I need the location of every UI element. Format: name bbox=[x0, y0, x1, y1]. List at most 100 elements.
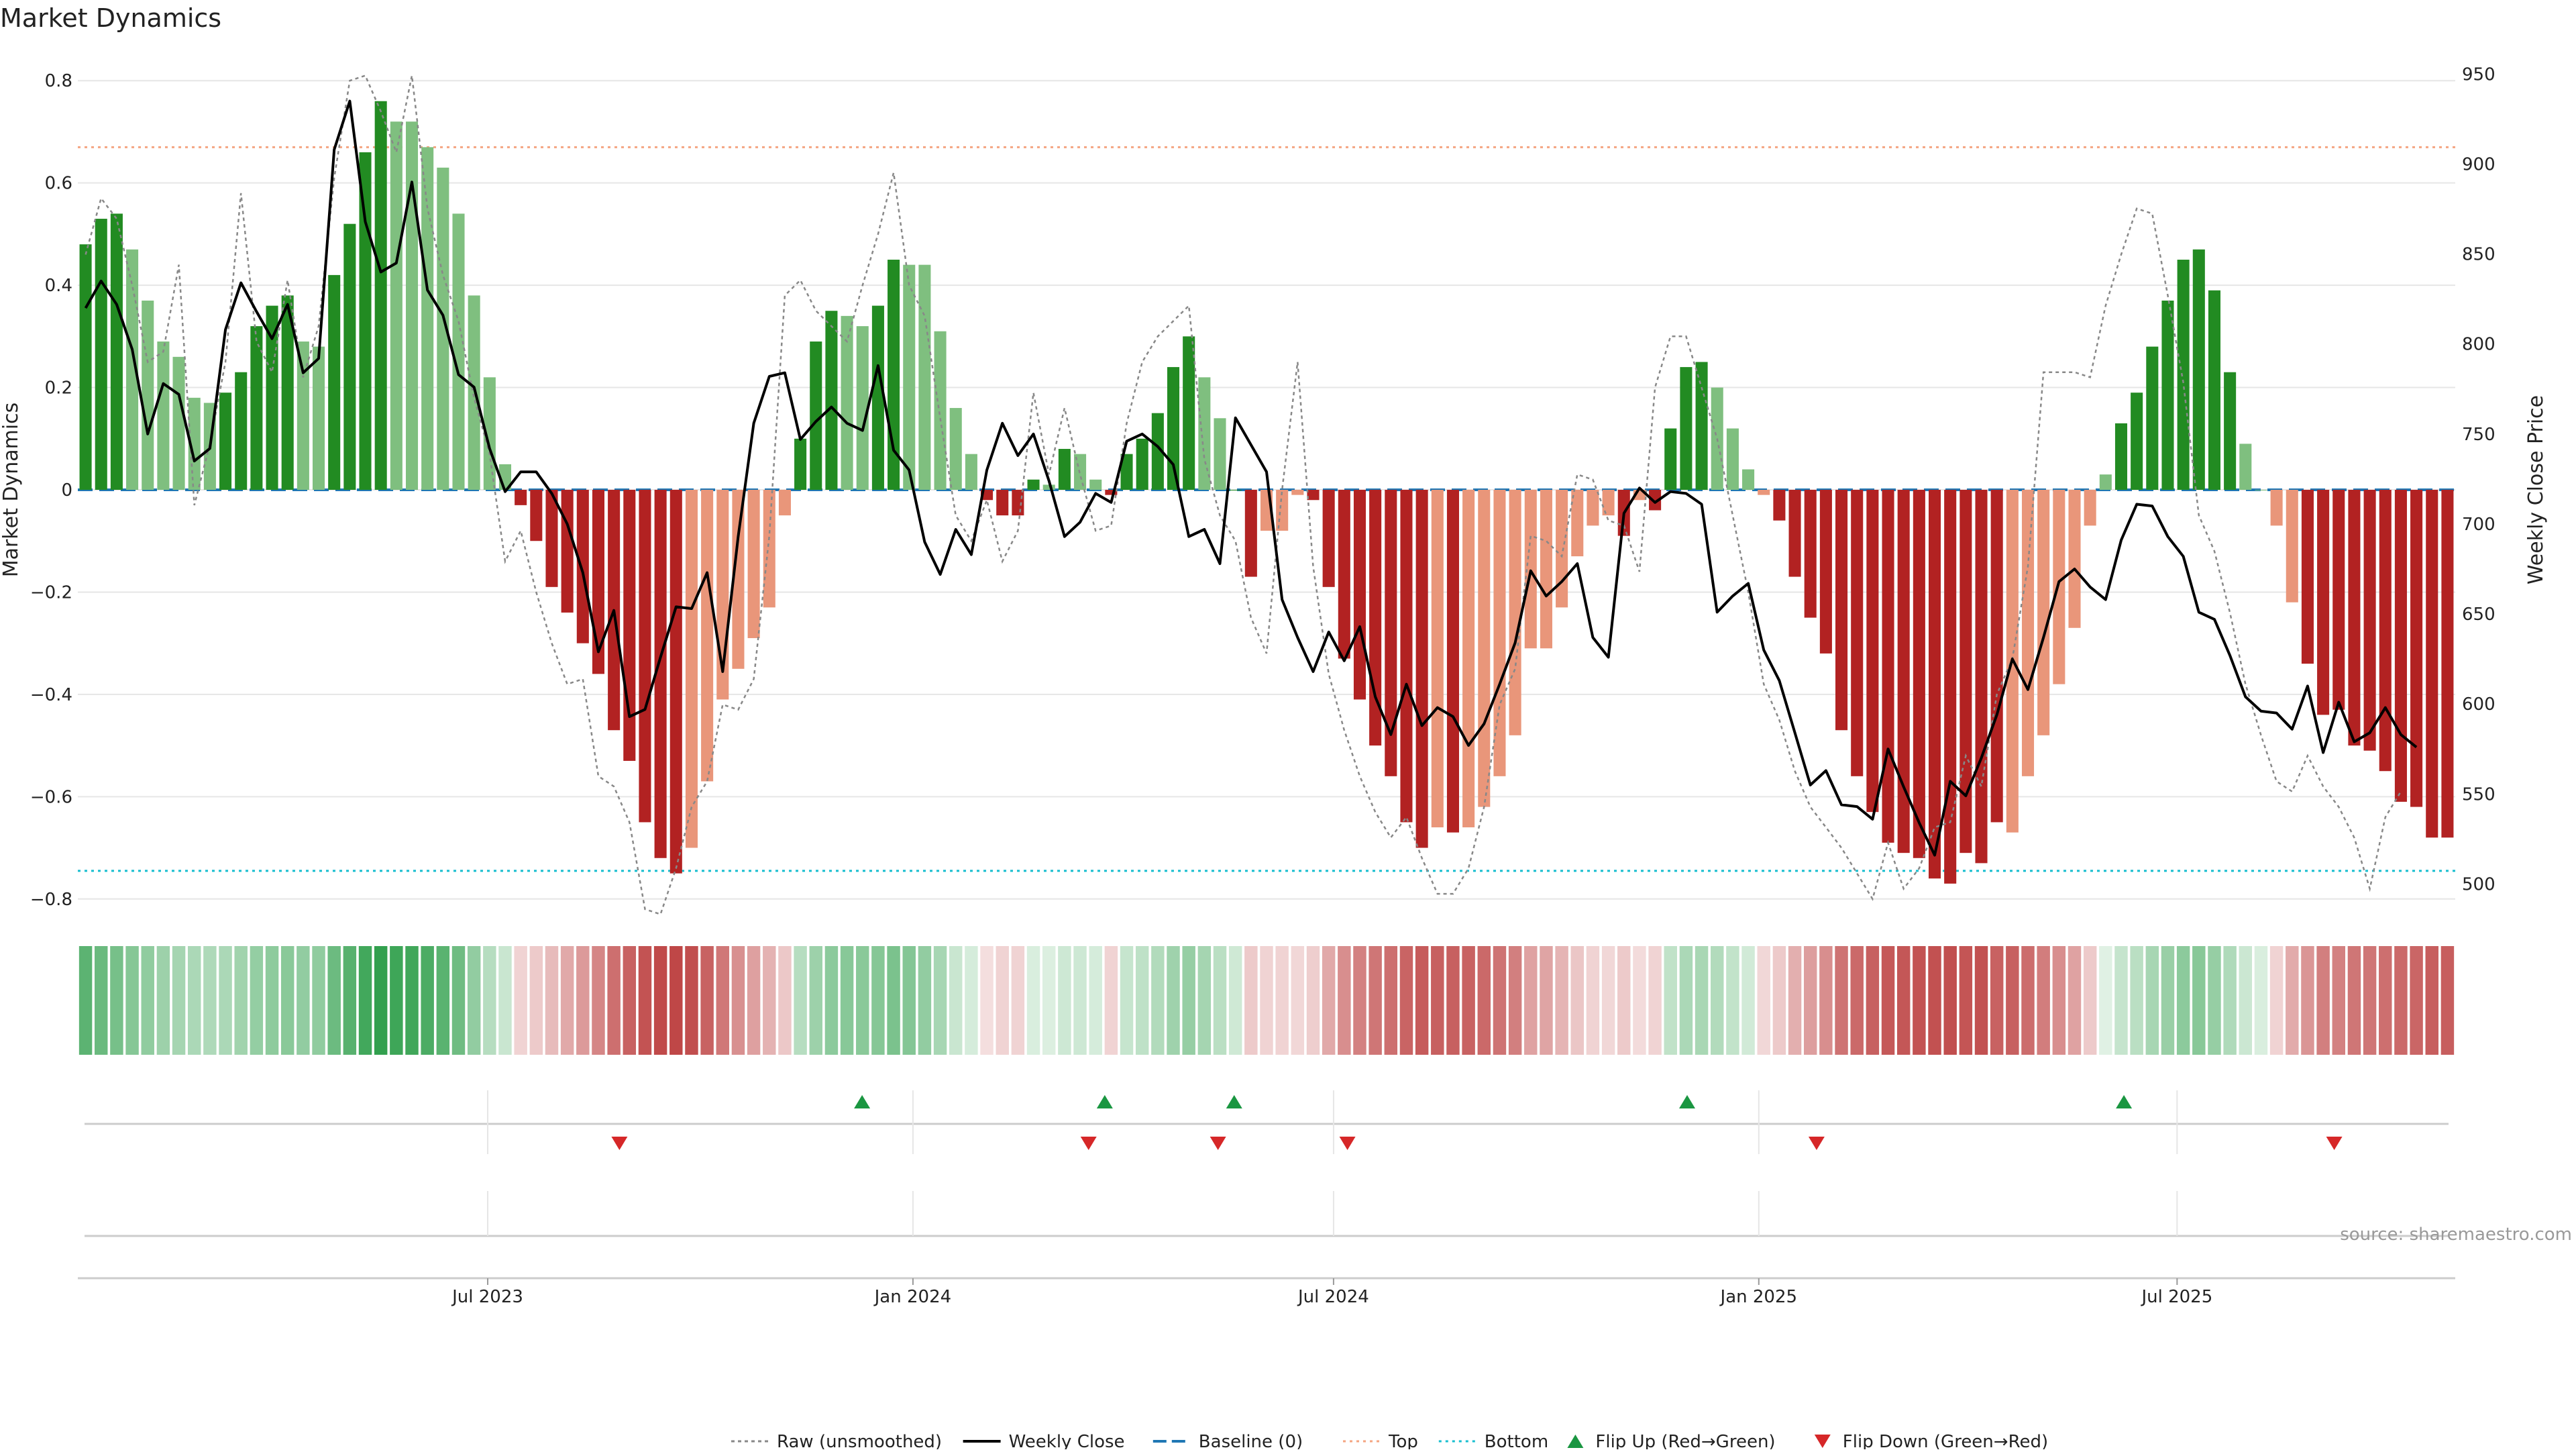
flip-up-marker bbox=[1226, 1095, 1242, 1108]
ribbon-cell bbox=[1493, 946, 1507, 1055]
ribbon-cell bbox=[1974, 946, 1988, 1055]
ribbon-cell bbox=[280, 946, 294, 1055]
dynamics-bar bbox=[965, 454, 977, 490]
ribbon-cell bbox=[498, 946, 512, 1055]
dynamics-bar bbox=[2301, 490, 2314, 664]
dynamics-bar bbox=[2441, 490, 2454, 838]
flip-down-marker bbox=[1080, 1137, 1097, 1150]
dynamics-bar bbox=[530, 490, 543, 541]
dynamics-bar bbox=[1012, 490, 1024, 516]
ribbon-cell bbox=[1819, 946, 1833, 1055]
ribbon-cell bbox=[1913, 946, 1926, 1055]
ribbon-cell bbox=[1462, 946, 1475, 1055]
ribbon-cell bbox=[312, 946, 325, 1055]
ribbon-cell bbox=[265, 946, 279, 1055]
dynamics-bar bbox=[1540, 490, 1552, 649]
ribbon-cell bbox=[902, 946, 916, 1055]
ribbon-cell bbox=[607, 946, 621, 1055]
dynamics-bar bbox=[2021, 490, 2035, 776]
ribbon-cell bbox=[2161, 946, 2175, 1055]
dynamics-bar bbox=[1788, 490, 1801, 577]
ribbon-cell bbox=[2410, 946, 2423, 1055]
ribbon-cell bbox=[2316, 946, 2330, 1055]
ribbon-cell bbox=[1803, 946, 1817, 1055]
dynamics-bar bbox=[747, 490, 760, 639]
ribbon-cell bbox=[2332, 946, 2346, 1055]
ribbon-cell bbox=[2145, 946, 2159, 1055]
dynamics-bar bbox=[343, 223, 356, 490]
legend-swatch-flip-down bbox=[1814, 1435, 1831, 1448]
ribbon-cell bbox=[1648, 946, 1662, 1055]
dynamics-bar bbox=[1556, 490, 1568, 608]
flip-down-marker bbox=[611, 1137, 628, 1150]
dynamics-bar bbox=[949, 408, 962, 490]
dynamics-bar bbox=[1089, 479, 1102, 490]
y-left-tick-label: −0.8 bbox=[30, 890, 72, 910]
dynamics-bar bbox=[1835, 490, 1848, 731]
y-left-tick-label: 0.8 bbox=[45, 71, 72, 91]
ribbon-cell bbox=[1151, 946, 1165, 1055]
ribbon-cell bbox=[2254, 946, 2268, 1055]
dynamics-bar bbox=[2363, 490, 2376, 751]
ribbon-cell bbox=[1384, 946, 1398, 1055]
dynamics-bar bbox=[2068, 490, 2081, 628]
dynamics-bar bbox=[2410, 490, 2423, 807]
ribbon-cell bbox=[2068, 946, 2082, 1055]
dynamics-bar bbox=[2379, 490, 2392, 772]
dynamics-bar bbox=[841, 315, 853, 490]
ribbon-cell bbox=[1726, 946, 1739, 1055]
dynamics-bar bbox=[1338, 490, 1350, 659]
ribbon-cell bbox=[1431, 946, 1444, 1055]
ribbon-cell bbox=[1928, 946, 1941, 1055]
y-right-tick-label: 500 bbox=[2462, 874, 2496, 894]
ribbon-cell bbox=[1508, 946, 1522, 1055]
dynamics-bar bbox=[2348, 490, 2361, 746]
dynamics-bar bbox=[2053, 490, 2065, 684]
ribbon-cell bbox=[358, 946, 372, 1055]
ribbon-cell bbox=[1338, 946, 1351, 1055]
ribbon-cell bbox=[1306, 946, 1320, 1055]
dynamics-bar bbox=[2426, 490, 2438, 838]
ribbon-cell bbox=[514, 946, 527, 1055]
dynamics-bar bbox=[1680, 367, 1693, 490]
dynamics-bar bbox=[654, 490, 667, 858]
ribbon-cell bbox=[1617, 946, 1631, 1055]
ribbon-cell bbox=[1446, 946, 1460, 1055]
ribbon-cell bbox=[1182, 946, 1195, 1055]
ribbon-cell bbox=[1679, 946, 1693, 1055]
ribbon-cell bbox=[2130, 946, 2143, 1055]
dynamics-bar bbox=[1042, 484, 1055, 490]
dynamics-bar bbox=[1944, 490, 1957, 884]
ribbon-cell bbox=[2286, 946, 2299, 1055]
dynamics-bar bbox=[763, 490, 775, 608]
legend-label: Raw (unsmoothed) bbox=[777, 1432, 942, 1449]
dynamics-bar bbox=[235, 372, 248, 490]
dynamics-bar bbox=[623, 490, 636, 761]
dynamics-bar bbox=[1493, 490, 1506, 776]
ribbon-cell bbox=[1197, 946, 1212, 1055]
ribbon-cell bbox=[2269, 946, 2284, 1055]
dynamics-bar bbox=[172, 356, 185, 490]
ribbon-cell bbox=[156, 946, 170, 1055]
dynamics-bar bbox=[95, 219, 107, 490]
dynamics-bar bbox=[934, 331, 947, 490]
dynamics-bar bbox=[1105, 490, 1118, 495]
ribbon-cell bbox=[1959, 946, 1973, 1055]
ribbon-cell bbox=[1711, 946, 1724, 1055]
ribbon-cell bbox=[2425, 946, 2438, 1055]
dynamics-bar bbox=[701, 490, 714, 782]
dynamics-bar bbox=[1664, 428, 1677, 490]
ribbon-cell bbox=[887, 946, 900, 1055]
ribbon-cell bbox=[716, 946, 730, 1055]
ribbon-cell bbox=[700, 946, 714, 1055]
x-tick-label: Jul 2023 bbox=[451, 1287, 523, 1307]
y-right-tick-label: 800 bbox=[2462, 335, 2496, 355]
dynamics-bar bbox=[794, 438, 807, 490]
y-left-tick-label: 0.2 bbox=[45, 378, 72, 399]
dynamics-bar bbox=[2161, 300, 2174, 490]
ribbon-cell bbox=[78, 946, 93, 1055]
ribbon-cell bbox=[638, 946, 652, 1055]
dynamics-bar bbox=[328, 274, 341, 490]
ribbon-cell bbox=[1322, 946, 1336, 1055]
